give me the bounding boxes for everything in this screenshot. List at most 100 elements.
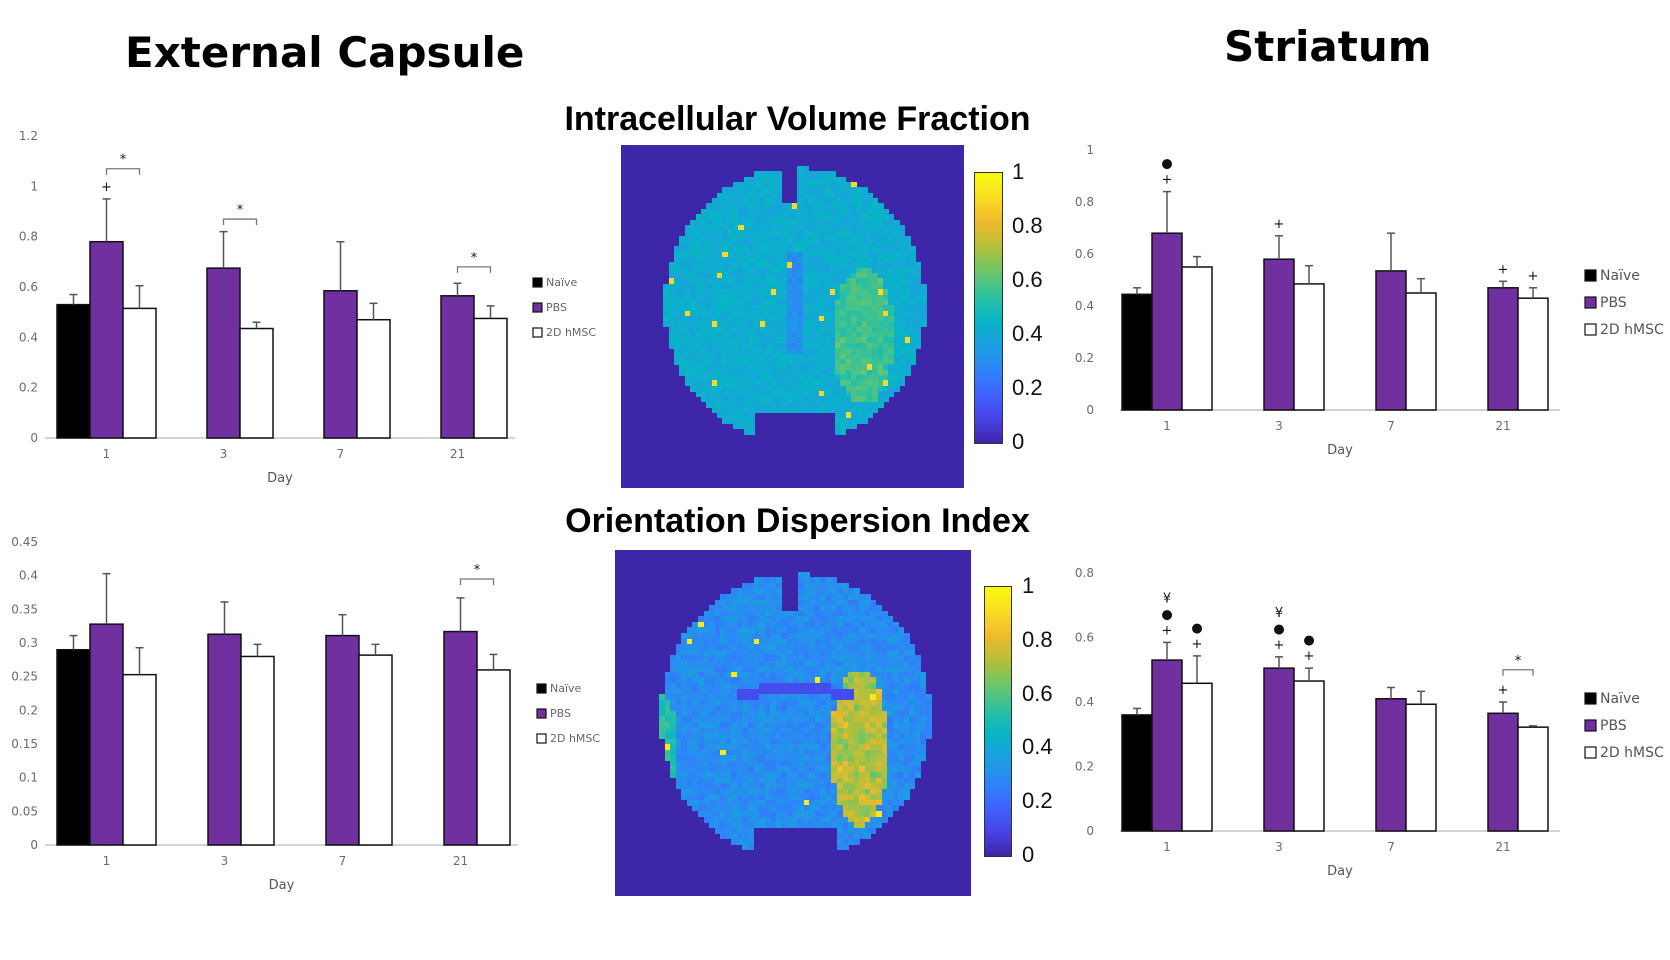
legend-swatch-1 <box>536 708 547 719</box>
legend-label-2: 2D hMSC <box>550 732 600 745</box>
x-axis-title: Day <box>269 878 295 893</box>
y-tick-label: 0.15 <box>11 737 38 751</box>
bar-2d-hmsc-day-7 <box>1405 703 1437 832</box>
bar-pbs-day-1 <box>89 623 124 846</box>
y-tick-label: 0.1 <box>19 771 38 785</box>
bar-pbs-day-1 <box>89 240 124 439</box>
dot-marker: ● <box>1161 157 1172 172</box>
bar-na-ve-day-1 <box>56 648 91 846</box>
legend-swatch-1 <box>1584 719 1597 732</box>
significance-asterisk: * <box>1515 654 1522 669</box>
x-tick-label: 21 <box>450 447 465 461</box>
bar-2d-hmsc-day-3 <box>1293 283 1325 411</box>
y-tick-label: 0.2 <box>19 381 38 395</box>
bar-pbs-day-7 <box>323 290 358 439</box>
legend-swatch-0 <box>1584 692 1597 705</box>
bar-pbs-day-7 <box>1375 698 1407 832</box>
y-tick-label: 0.8 <box>1075 195 1094 209</box>
colorbar-tick-label: 1 <box>1022 573 1035 598</box>
bar-na-ve-day-1 <box>1121 293 1153 411</box>
bar-pbs-day-3 <box>206 267 241 439</box>
plus-marker: + <box>1498 262 1509 277</box>
legend-swatch-2 <box>532 327 543 338</box>
bar-pbs-day-7 <box>325 634 360 846</box>
bar-2d-hmsc-day-3 <box>240 655 275 846</box>
legend-swatch-1 <box>1584 296 1597 309</box>
x-tick-label: 3 <box>1275 419 1283 433</box>
colorbar-tick-label: 0.6 <box>1022 680 1053 706</box>
bar-pbs-day-21 <box>1487 712 1519 832</box>
colorbar-tick-label: 0.2 <box>1022 788 1053 814</box>
bar-2d-hmsc-day-21 <box>1517 726 1549 832</box>
x-tick-label: 21 <box>1495 419 1510 433</box>
bar-2d-hmsc-day-1 <box>1181 682 1213 832</box>
legend-label-2: 2D hMSC <box>1600 322 1664 338</box>
y-tick-label: 0.8 <box>1075 566 1094 580</box>
legend-label-1: PBS <box>1600 718 1627 734</box>
x-tick-label: 7 <box>1387 419 1395 433</box>
y-tick-label: 0.25 <box>11 670 38 684</box>
y-tick-label: 0 <box>30 431 38 445</box>
y-tick-label: 0.4 <box>1075 299 1094 313</box>
legend-swatch-2 <box>536 733 547 744</box>
y-tick-label: 0 <box>1086 403 1094 417</box>
external-capsule-odi-chart: 0 0.05 0.1 0.15 0.2 0.25 0.3 0.35 0.4 0.45 1 3 7 21 * D… <box>11 535 600 893</box>
legend-label-0: Naïve <box>1600 268 1640 284</box>
legend-swatch-0 <box>536 683 547 694</box>
colorbar-tick-label: 0.8 <box>1022 626 1053 652</box>
y-tick-label: 0.8 <box>19 230 38 244</box>
bar-pbs-day-1 <box>1151 659 1183 832</box>
plus-marker: + <box>1498 683 1509 698</box>
bar-pbs-day-21 <box>443 630 478 846</box>
y-tick-label: 0.2 <box>19 703 38 717</box>
bar-na-ve-day-1 <box>56 303 91 439</box>
bar-2d-hmsc-day-1 <box>1181 266 1213 411</box>
y-tick-label: 0.05 <box>11 804 38 818</box>
x-axis-title: Day <box>267 471 293 486</box>
legend-swatch-0 <box>1584 269 1597 282</box>
bar-pbs-day-21 <box>440 295 475 439</box>
legend-swatch-2 <box>1584 746 1597 759</box>
legend-label-1: PBS <box>550 707 571 720</box>
y-tick-label: 0.2 <box>1075 351 1094 365</box>
plus-marker: + <box>1528 269 1539 284</box>
bar-na-ve-day-1 <box>1121 714 1153 832</box>
colorbar-tick-label: 0 <box>1022 842 1035 867</box>
x-tick-label: 3 <box>1275 840 1283 854</box>
external-capsule-icvf-chart: 0 0.2 0.4 0.6 0.8 1 1.2 1 3 7 21 + * * * Day Naïve PBS 2D … <box>19 129 597 486</box>
bar-pbs-day-1 <box>1151 232 1183 411</box>
significance-bracket <box>1502 669 1534 676</box>
significance-asterisk: * <box>474 563 481 578</box>
x-tick-label: 21 <box>453 854 468 868</box>
legend-swatch-2 <box>1584 323 1597 336</box>
odi-map-title: Orientation Dispersion Index <box>565 502 1030 540</box>
x-axis-title: Day <box>1327 443 1353 458</box>
y-tick-label: 0 <box>30 838 38 852</box>
icvf-map-canvas <box>621 145 964 488</box>
odi-colorbar <box>984 586 1012 857</box>
y-tick-label: 0.2 <box>1075 760 1094 774</box>
icvf-brain-map <box>621 145 964 488</box>
x-axis-title: Day <box>1327 864 1353 879</box>
bar-2d-hmsc-day-7 <box>1405 292 1437 411</box>
significance-asterisk: * <box>120 153 127 168</box>
y-tick-label: 1.2 <box>19 129 38 143</box>
significance-asterisk: * <box>471 251 478 266</box>
plus-marker: + <box>1274 638 1285 653</box>
colorbar-tick-label: 0.6 <box>1012 267 1043 292</box>
bar-2d-hmsc-day-3 <box>239 327 274 439</box>
colorbar-tick-label: 0 <box>1012 429 1025 454</box>
colorbar-tick-label: 0.8 <box>1012 213 1043 238</box>
legend-label-2: 2D hMSC <box>546 326 596 339</box>
x-tick-label: 1 <box>103 447 111 461</box>
dot-marker: ● <box>1161 607 1172 622</box>
legend-swatch-1 <box>532 302 543 313</box>
significance-asterisk: * <box>237 203 244 218</box>
significance-bracket <box>222 218 258 226</box>
x-tick-label: 1 <box>1163 840 1171 854</box>
y-tick-label: 1 <box>1086 143 1094 157</box>
plus-marker: + <box>1304 649 1315 664</box>
y-tick-label: 0.6 <box>1075 247 1094 261</box>
plus-marker: + <box>1192 637 1203 652</box>
legend-label-2: 2D hMSC <box>1600 745 1664 761</box>
